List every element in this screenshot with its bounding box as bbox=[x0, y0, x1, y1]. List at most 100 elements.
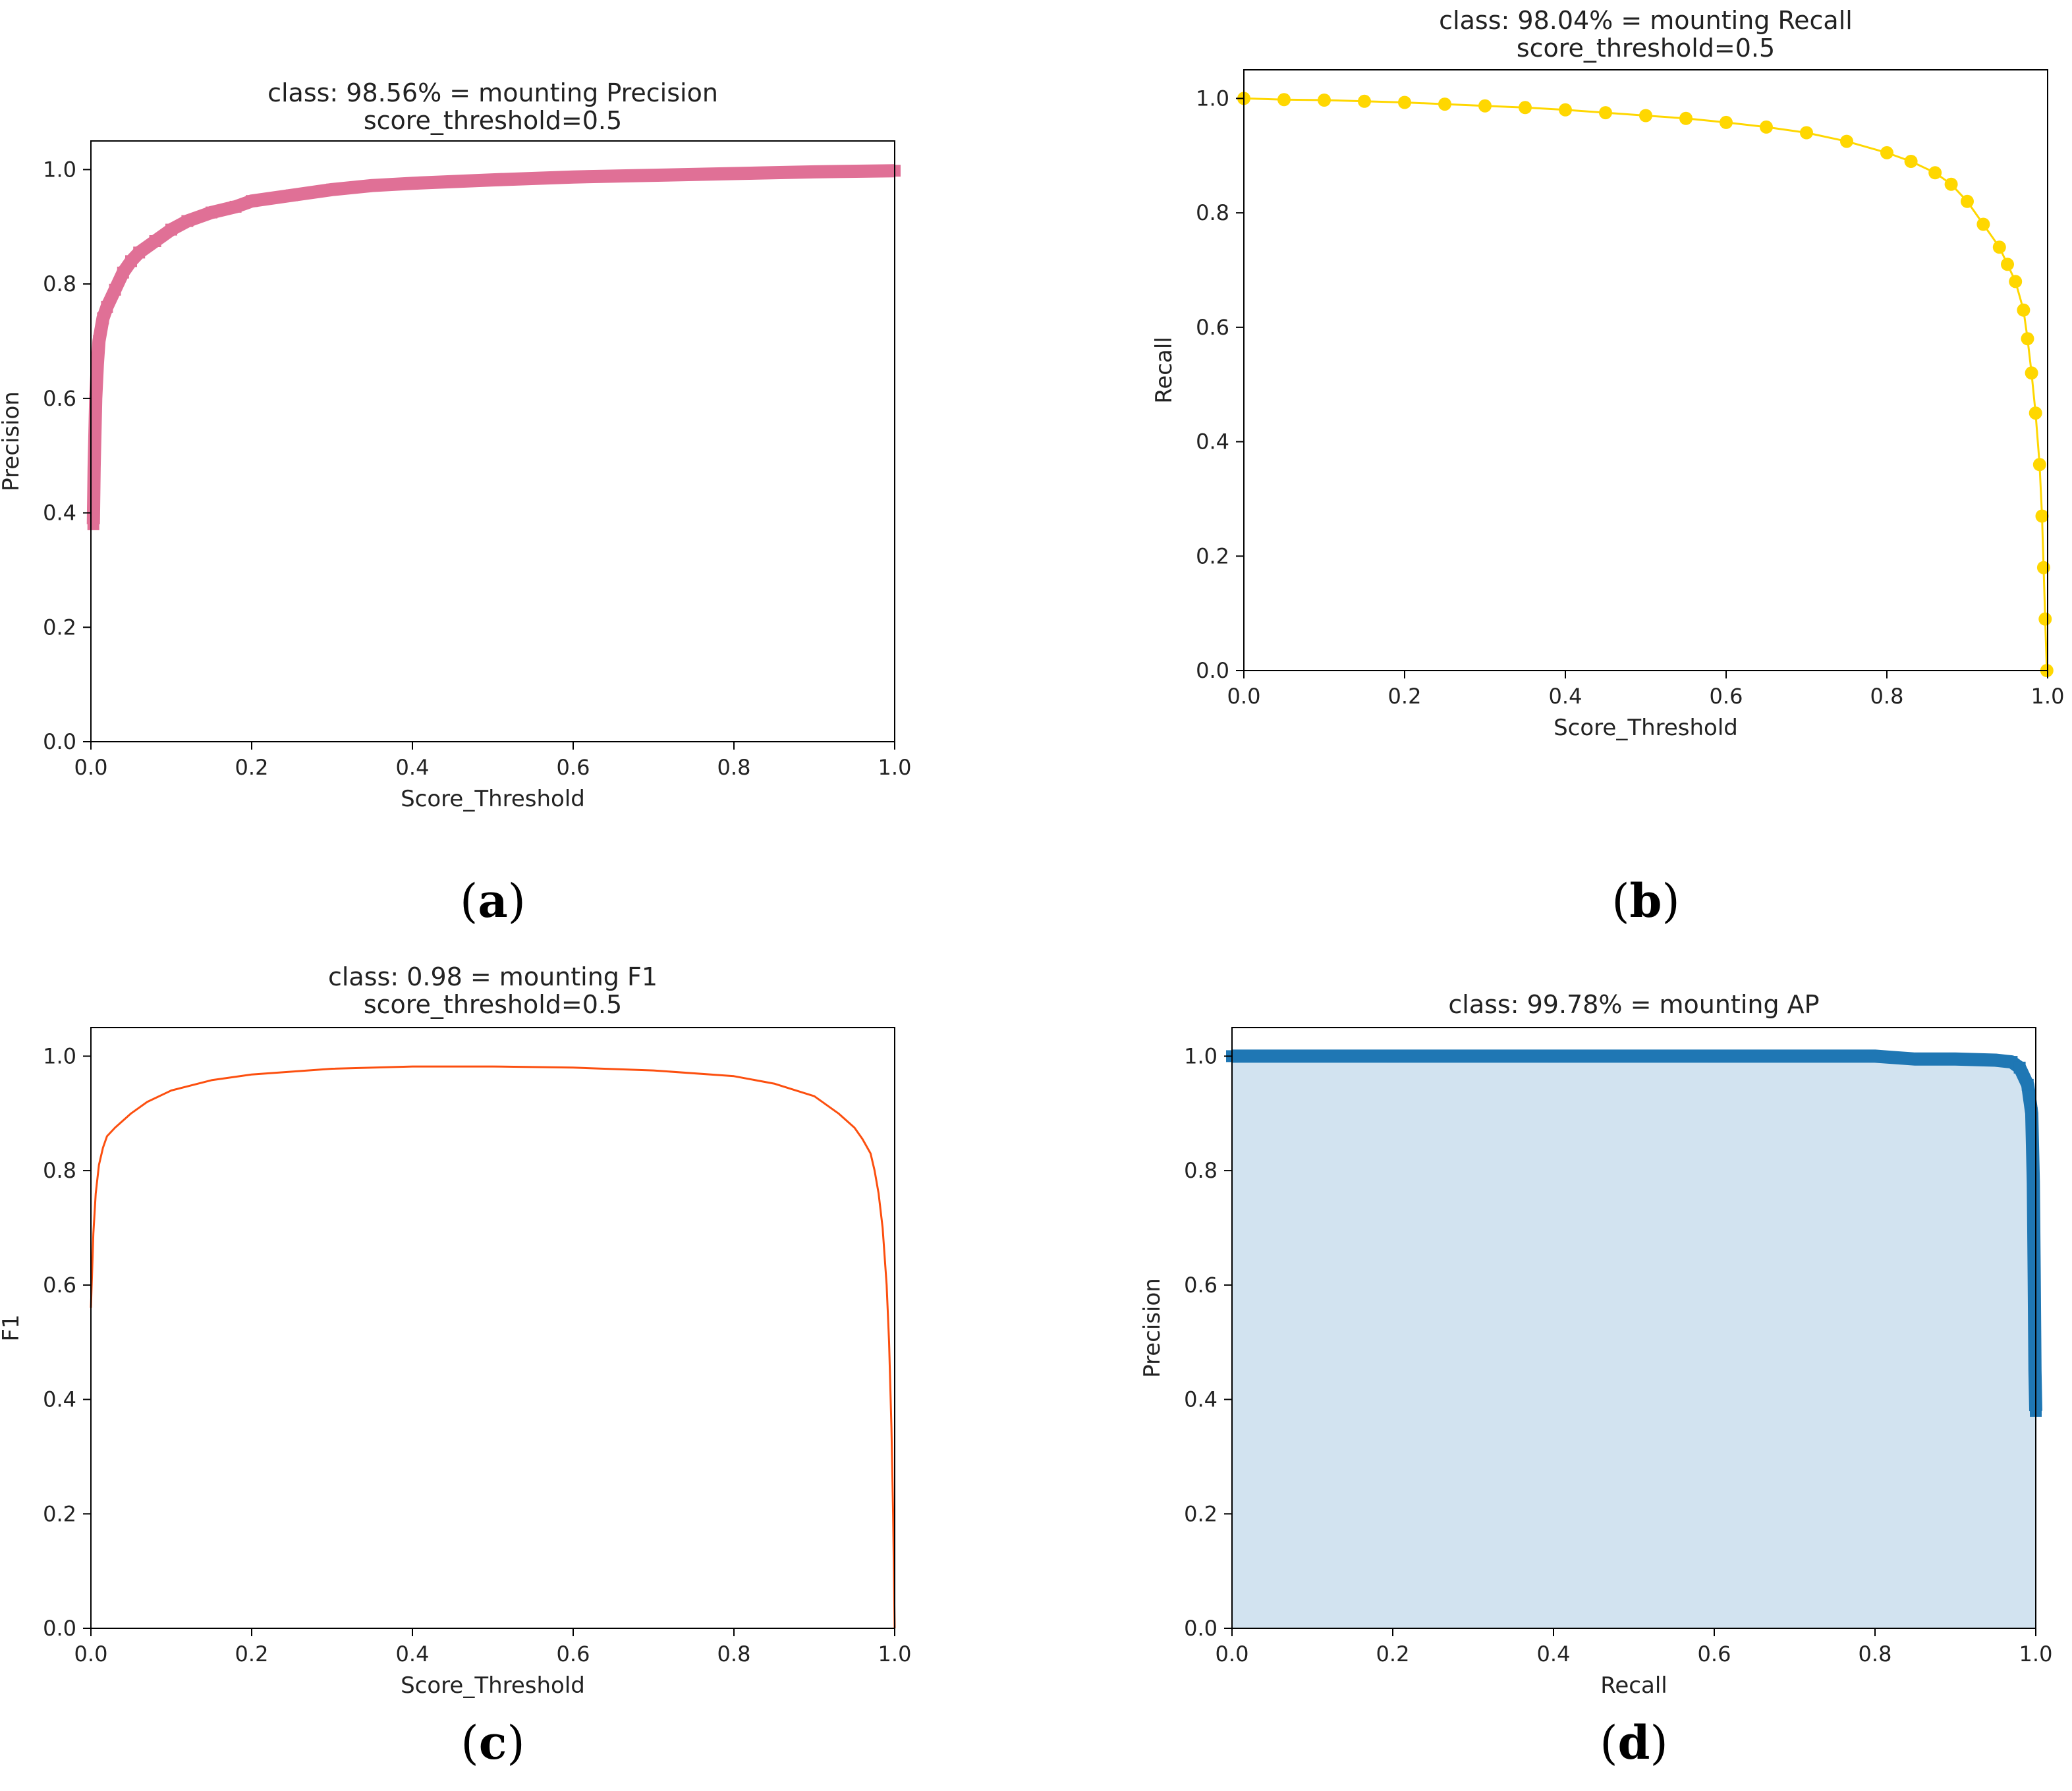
y-tick-label: 0.6 bbox=[43, 1273, 76, 1298]
data-point bbox=[1949, 1053, 1961, 1065]
data-point bbox=[1976, 217, 1990, 231]
data-point bbox=[1358, 94, 1371, 108]
y-tick-label: 0.4 bbox=[43, 501, 76, 526]
x-tick-label: 0.2 bbox=[1376, 1641, 1410, 1667]
data-point bbox=[149, 235, 161, 247]
data-point bbox=[229, 200, 242, 213]
data-point bbox=[1869, 1050, 1881, 1062]
x-tick-label: 0.0 bbox=[1227, 684, 1261, 709]
data-point bbox=[406, 177, 418, 190]
data-point bbox=[2025, 366, 2038, 380]
data-point bbox=[1548, 1050, 1559, 1062]
y-axis-label: Recall bbox=[1151, 337, 1177, 403]
data-point bbox=[487, 174, 499, 186]
data-point bbox=[728, 167, 740, 180]
data-point bbox=[1944, 177, 1958, 191]
data-point bbox=[1720, 115, 1733, 129]
data-point bbox=[2029, 406, 2042, 420]
y-tick-label: 0.8 bbox=[1184, 1158, 1218, 1183]
data-point bbox=[1961, 194, 1974, 208]
data-point bbox=[1559, 103, 1572, 117]
y-tick-label: 0.6 bbox=[1184, 1273, 1218, 1298]
y-tick-label: 0.4 bbox=[1184, 1387, 1218, 1412]
x-tick-label: 0.4 bbox=[1537, 1641, 1571, 1667]
data-point bbox=[88, 461, 100, 474]
y-tick-label: 0.6 bbox=[1196, 315, 1229, 340]
data-point bbox=[2001, 258, 2014, 271]
data-point bbox=[1928, 166, 1942, 180]
panel-c: class: 0.98 = mounting F1score_threshold… bbox=[0, 962, 911, 1770]
axes-frame bbox=[1243, 69, 2048, 671]
data-point bbox=[2028, 1267, 2040, 1280]
x-tick-label: 0.4 bbox=[396, 755, 430, 780]
x-tick-label: 0.2 bbox=[1388, 684, 1422, 709]
x-tick-label: 0.6 bbox=[557, 1641, 590, 1667]
data-point bbox=[1277, 93, 1291, 107]
data-point bbox=[1990, 1054, 2002, 1066]
data-point bbox=[1639, 109, 1652, 123]
data-point bbox=[366, 179, 378, 192]
data-point bbox=[1387, 1050, 1399, 1062]
panel-caption: (c) bbox=[461, 1715, 524, 1770]
x-tick-label: 1.0 bbox=[2019, 1641, 2053, 1667]
y-tick-label: 1.0 bbox=[1196, 86, 1229, 111]
axes-frame bbox=[90, 140, 895, 742]
x-axis-label: Score_Threshold bbox=[401, 1672, 585, 1699]
panel-caption: (b) bbox=[1611, 873, 1680, 928]
data-point bbox=[181, 215, 194, 227]
x-axis-label: Score_Threshold bbox=[1554, 715, 1738, 741]
x-tick-label: 1.0 bbox=[878, 755, 912, 780]
data-point bbox=[2027, 1176, 2040, 1188]
x-tick-label: 0.8 bbox=[717, 755, 751, 780]
series-line bbox=[90, 1065, 896, 1629]
data-point bbox=[90, 392, 102, 404]
y-tick-label: 0.0 bbox=[43, 1616, 76, 1641]
panel-caption: (a) bbox=[460, 873, 526, 928]
data-point bbox=[1904, 155, 1918, 168]
chart-subtitle: score_threshold=0.5 bbox=[364, 106, 622, 135]
data-point bbox=[1318, 94, 1331, 107]
data-point bbox=[2036, 561, 2050, 574]
data-point bbox=[117, 266, 129, 279]
data-point bbox=[1708, 1050, 1720, 1062]
x-tick-label: 0.0 bbox=[1216, 1641, 1249, 1667]
data-point bbox=[1840, 134, 1853, 148]
data-point bbox=[1438, 97, 1451, 111]
panel-d: class: 99.78% = mounting AP 0.0 0.2 0.4 0.6 0… bbox=[1139, 990, 2052, 1770]
data-point bbox=[2013, 1061, 2026, 1074]
data-point bbox=[97, 312, 109, 325]
x-axis-label: Recall bbox=[1600, 1672, 1667, 1699]
y-tick-label: 0.8 bbox=[43, 1158, 76, 1183]
x-tick-label: 0.6 bbox=[1698, 1641, 1731, 1667]
chart-title: class: 98.56% = mounting Precision bbox=[267, 78, 718, 107]
x-axis-label: Score_Threshold bbox=[401, 786, 585, 812]
x-tick-label: 0.4 bbox=[396, 1641, 430, 1667]
y-tick-label: 0.0 bbox=[43, 729, 76, 754]
chart-title: class: 99.78% = mounting AP bbox=[1448, 990, 1819, 1019]
data-point bbox=[808, 165, 820, 178]
data-point bbox=[1992, 240, 2006, 254]
x-tick-label: 0.8 bbox=[1870, 684, 1904, 709]
y-axis-label: Precision bbox=[1139, 1278, 1165, 1378]
data-point bbox=[2021, 1078, 2034, 1091]
data-point bbox=[2029, 1365, 2041, 1377]
y-tick-label: 0.8 bbox=[43, 271, 76, 296]
y-tick-label: 0.4 bbox=[43, 1387, 76, 1412]
panel-a: class: 98.56% = mounting Precisionscore_… bbox=[0, 78, 911, 928]
y-tick-label: 0.2 bbox=[43, 615, 76, 640]
chart-title: class: 98.04% = mounting Recall bbox=[1439, 6, 1853, 35]
y-tick-label: 1.0 bbox=[43, 157, 76, 182]
data-point bbox=[93, 335, 105, 347]
chart-subtitle: score_threshold=0.5 bbox=[1517, 34, 1775, 63]
data-point bbox=[2009, 275, 2023, 289]
x-tick-label: 0.0 bbox=[74, 755, 108, 780]
y-tick-label: 0.8 bbox=[1196, 200, 1229, 225]
data-point bbox=[91, 358, 103, 370]
data-point bbox=[567, 171, 579, 183]
data-point bbox=[1599, 106, 1612, 120]
series-line bbox=[86, 164, 895, 525]
y-axis-label: F1 bbox=[0, 1314, 24, 1341]
data-point bbox=[246, 195, 258, 207]
series-line bbox=[1243, 97, 2048, 671]
